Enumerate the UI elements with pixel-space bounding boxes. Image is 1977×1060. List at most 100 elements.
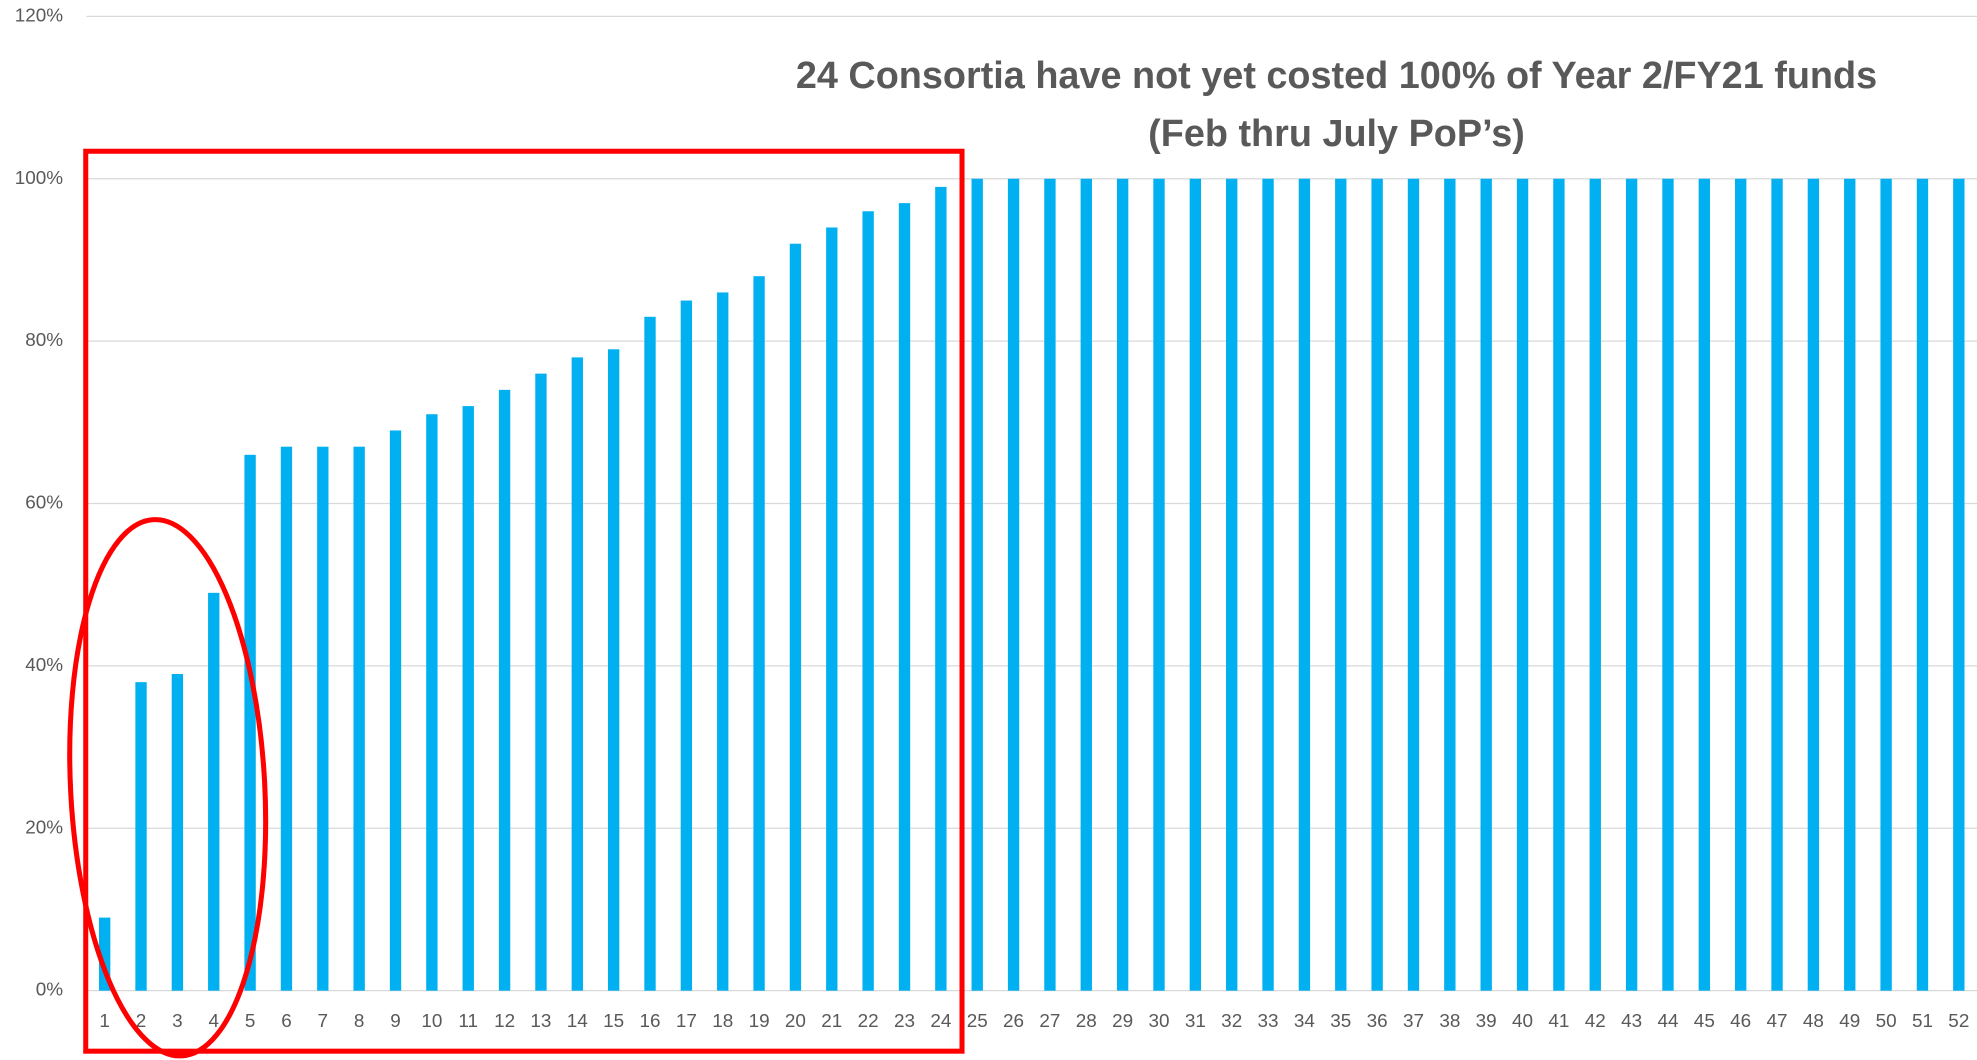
x-tick-label: 22: [858, 1011, 879, 1032]
bar: [862, 211, 874, 991]
bar: [789, 243, 802, 991]
bar: [1407, 178, 1420, 991]
x-tick-label: 9: [390, 1011, 401, 1032]
x-tick-label: 17: [676, 1011, 697, 1032]
x-tick-label: 52: [1948, 1011, 1969, 1032]
x-tick-label: 27: [1039, 1011, 1060, 1032]
x-tick-label: 50: [1876, 1011, 1897, 1032]
highlight-ellipse: [67, 517, 269, 1059]
x-tick-label: 16: [640, 1011, 661, 1032]
bar: [1116, 178, 1129, 991]
bar: [1080, 178, 1092, 991]
x-tick-label: 21: [821, 1011, 842, 1032]
x-tick-label: 46: [1730, 1011, 1751, 1032]
bar: [1916, 178, 1929, 991]
bar: [462, 406, 474, 991]
x-tick-label: 31: [1185, 1011, 1206, 1032]
bar: [680, 300, 693, 991]
x-tick-label: 47: [1767, 1011, 1788, 1032]
bar: [607, 349, 620, 991]
x-tick-label: 26: [1003, 1011, 1024, 1032]
x-tick-label: 42: [1585, 1011, 1606, 1032]
x-tick-label: 48: [1803, 1011, 1824, 1032]
y-tick-label: 20%: [25, 817, 63, 838]
x-tick-label: 43: [1621, 1011, 1642, 1032]
bar: [1335, 178, 1347, 991]
x-tick-label: 11: [458, 1011, 478, 1032]
bar: [1007, 178, 1020, 991]
y-tick-label: 120%: [15, 5, 64, 26]
y-tick-label: 40%: [25, 655, 63, 676]
bar: [208, 592, 220, 991]
x-tick-label: 15: [603, 1011, 624, 1032]
x-tick-label: 6: [281, 1011, 292, 1032]
bar: [898, 203, 911, 991]
bar: [535, 373, 547, 991]
x-tick-label: 12: [494, 1011, 515, 1032]
bar: [171, 674, 184, 991]
bar: [644, 316, 656, 991]
bar: [1516, 178, 1529, 991]
bar: [1044, 178, 1056, 991]
bar: [1589, 178, 1601, 991]
x-tick-label: 38: [1439, 1011, 1460, 1032]
x-tick-label: 23: [894, 1011, 915, 1032]
bar: [935, 186, 947, 991]
x-tick-label: 44: [1657, 1011, 1678, 1032]
x-tick-label: 28: [1076, 1011, 1097, 1032]
x-tick-label: 29: [1112, 1011, 1133, 1032]
highlight-box: [83, 148, 965, 1054]
bar: [1444, 178, 1456, 991]
y-tick-label: 0%: [36, 980, 64, 1001]
bar: [1298, 178, 1311, 991]
bar: [1698, 178, 1711, 991]
x-tick-label: 14: [567, 1011, 588, 1032]
bar: [280, 446, 293, 991]
x-tick-label: 32: [1221, 1011, 1242, 1032]
y-tick-label: 100%: [15, 168, 64, 189]
x-tick-label: 24: [930, 1011, 951, 1032]
bar: [1735, 178, 1747, 991]
bar: [1880, 178, 1892, 991]
bar: [353, 446, 365, 991]
x-tick-label: 45: [1694, 1011, 1715, 1032]
x-tick-label: 40: [1512, 1011, 1533, 1032]
bar: [98, 917, 111, 991]
x-tick-label: 35: [1330, 1011, 1351, 1032]
x-tick-label: 37: [1403, 1011, 1424, 1032]
bar: [753, 276, 765, 991]
x-tick-label: 7: [318, 1011, 329, 1032]
x-tick-label: 25: [967, 1011, 988, 1032]
x-tick-label: 49: [1839, 1011, 1860, 1032]
x-tick-label: 3: [172, 1011, 183, 1032]
x-tick-label: 8: [354, 1011, 365, 1032]
plot: 0%20%40%60%80%100%120%1 2 3 4 5 6 7 8 9 10 11 12 13 1…: [15, 5, 1977, 1032]
y-tick-label: 60%: [25, 493, 63, 514]
bar: [1771, 178, 1783, 991]
bar: [1480, 178, 1492, 991]
x-tick-label: 4: [208, 1011, 219, 1032]
bar: [498, 389, 511, 991]
y-tick-label: 80%: [25, 330, 63, 351]
bar: [1553, 178, 1565, 991]
x-tick-label: 2: [136, 1011, 147, 1032]
bar: [717, 292, 729, 991]
bar: [1807, 178, 1820, 991]
x-tick-label: 10: [421, 1011, 442, 1032]
x-tick-label: 30: [1148, 1011, 1169, 1032]
bar: [826, 227, 838, 991]
chart-title: 24 Consortia have not yet costed 100% of…: [796, 55, 1877, 97]
x-tick-label: 1: [99, 1011, 110, 1032]
bar: [244, 454, 256, 991]
bar: [317, 446, 329, 991]
bar: [1953, 178, 1965, 991]
bar: [135, 682, 147, 991]
x-tick-label: 33: [1258, 1011, 1279, 1032]
bar: [971, 178, 983, 991]
bar: [1262, 178, 1274, 991]
x-tick-label: 20: [785, 1011, 806, 1032]
bar: [1226, 178, 1238, 991]
x-tick-label: 34: [1294, 1011, 1315, 1032]
